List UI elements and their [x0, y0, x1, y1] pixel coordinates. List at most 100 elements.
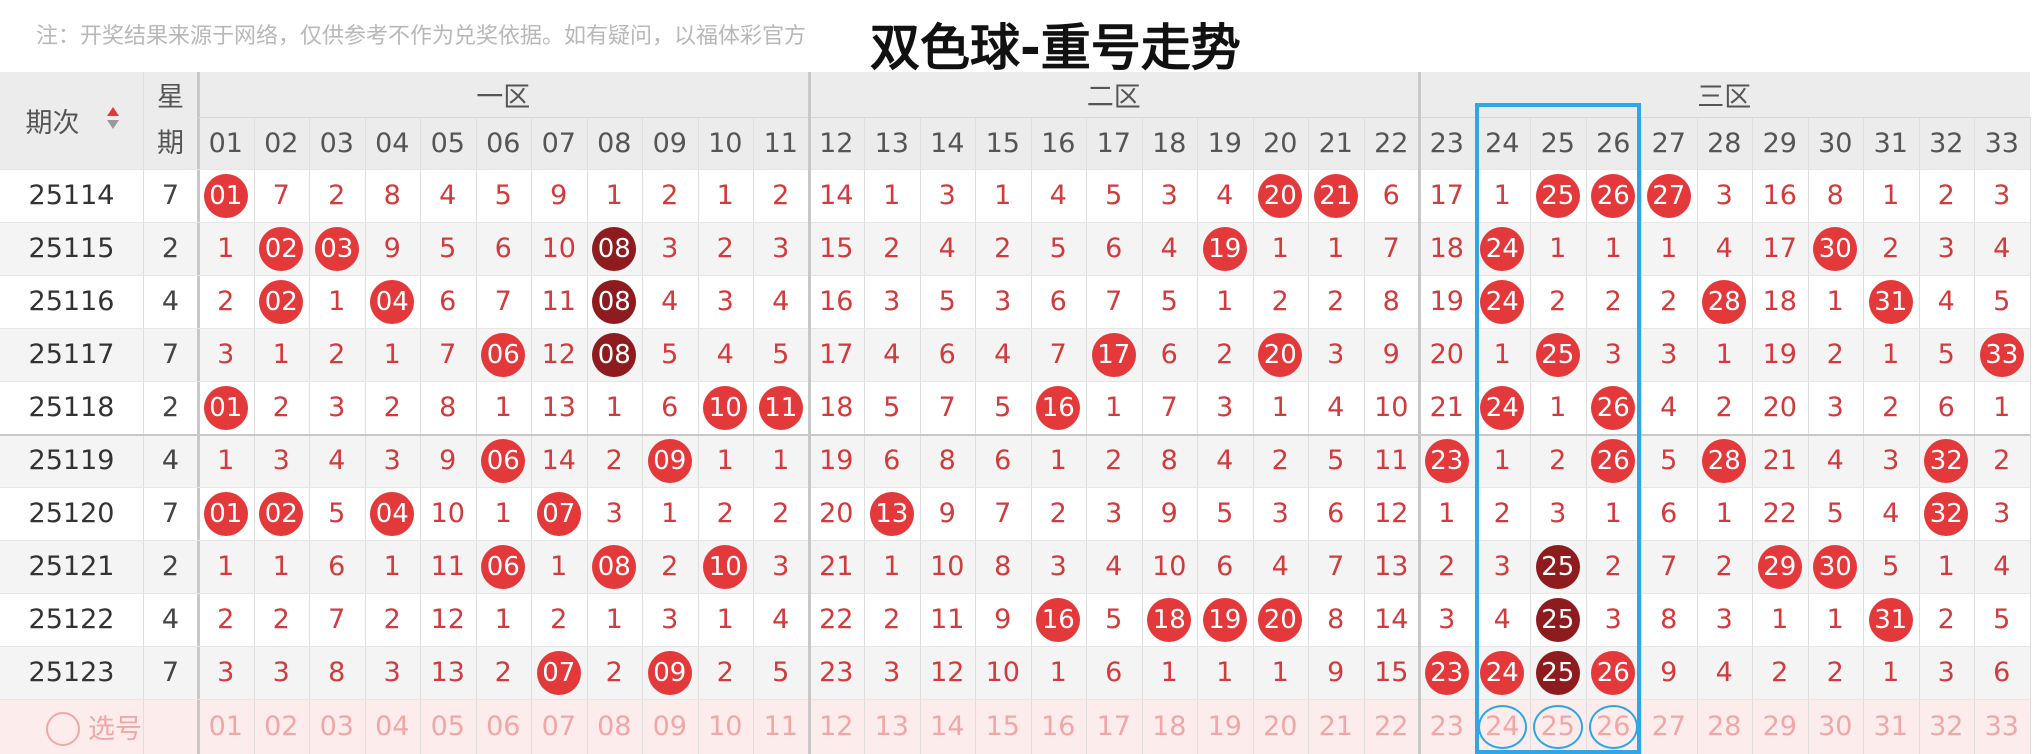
pick-number[interactable]: 22 — [1374, 711, 1409, 742]
pick-number[interactable]: 28 — [1707, 711, 1742, 742]
pick-number[interactable]: 16 — [1041, 711, 1076, 742]
hit-ball: 02 — [259, 491, 304, 536]
miss-count: 4 — [1327, 392, 1345, 423]
row-line — [0, 328, 2030, 329]
pick-number[interactable]: 12 — [819, 711, 854, 742]
miss-count: 13 — [541, 392, 576, 423]
pick-number[interactable]: 05 — [430, 711, 465, 742]
pick-number[interactable]: 27 — [1651, 711, 1686, 742]
number-header: 11 — [763, 127, 798, 159]
miss-count: 6 — [1160, 339, 1178, 370]
pick-number[interactable]: 09 — [652, 711, 687, 742]
miss-count: 3 — [938, 180, 956, 211]
pick-number[interactable]: 08 — [597, 711, 632, 742]
miss-count: 14 — [1374, 604, 1409, 635]
pick-number[interactable]: 03 — [319, 711, 354, 742]
pick-number[interactable]: 21 — [1318, 711, 1353, 742]
pick-number[interactable]: 33 — [1984, 711, 2019, 742]
miss-count: 3 — [217, 339, 235, 370]
miss-count: 6 — [1216, 551, 1234, 582]
miss-count: 9 — [439, 445, 457, 476]
miss-count: 5 — [494, 180, 512, 211]
miss-count: 1 — [772, 445, 790, 476]
weekday: 7 — [161, 180, 180, 211]
miss-count: 10 — [1152, 551, 1187, 582]
number-header: 08 — [597, 127, 632, 159]
pick-number[interactable]: 04 — [375, 711, 410, 742]
pick-number[interactable]: 20 — [1263, 711, 1298, 742]
number-header: 04 — [375, 127, 410, 159]
pick-number[interactable]: 07 — [541, 711, 576, 742]
weekday: 7 — [161, 498, 180, 529]
miss-count: 2 — [1771, 657, 1789, 688]
miss-count: 4 — [1882, 498, 1900, 529]
pick-number[interactable]: 06 — [486, 711, 521, 742]
miss-count: 1 — [1438, 498, 1456, 529]
miss-count: 2 — [605, 445, 623, 476]
row-line — [0, 540, 2030, 541]
miss-count: 4 — [1493, 604, 1511, 635]
miss-count: 2 — [1438, 551, 1456, 582]
miss-count: 14 — [541, 445, 576, 476]
hit-ball: 10 — [703, 385, 748, 430]
miss-count: 3 — [661, 604, 679, 635]
pick-ring — [1477, 705, 1527, 749]
number-header: 03 — [319, 127, 354, 159]
hit-ball: 32 — [1924, 438, 1969, 483]
row-line — [0, 487, 2030, 488]
miss-count: 9 — [1327, 657, 1345, 688]
pick-number[interactable]: 32 — [1929, 711, 1964, 742]
miss-count: 5 — [1660, 445, 1678, 476]
miss-count: 2 — [383, 604, 401, 635]
pick-number[interactable]: 17 — [1096, 711, 1131, 742]
pick-number[interactable]: 11 — [763, 711, 798, 742]
pick-number[interactable]: 29 — [1762, 711, 1797, 742]
miss-count: 10 — [930, 551, 965, 582]
pick-number[interactable]: 15 — [985, 711, 1020, 742]
number-header: 14 — [930, 127, 965, 159]
miss-count: 1 — [605, 180, 623, 211]
period: 25116 — [28, 286, 115, 317]
miss-count: 5 — [938, 286, 956, 317]
miss-count: 2 — [328, 339, 346, 370]
miss-count: 3 — [772, 233, 790, 264]
pick-number[interactable]: 10 — [708, 711, 743, 742]
miss-count: 7 — [1327, 551, 1345, 582]
miss-count: 7 — [1160, 392, 1178, 423]
miss-count: 1 — [1882, 657, 1900, 688]
miss-count: 2 — [494, 657, 512, 688]
miss-count: 12 — [430, 604, 465, 635]
pick-number[interactable]: 02 — [264, 711, 299, 742]
hit-ball: 23 — [1424, 438, 1469, 483]
hit-ball: 20 — [1258, 332, 1303, 377]
repeat-ball: 25 — [1535, 597, 1580, 642]
miss-count: 6 — [938, 339, 956, 370]
pick-label[interactable]: 选号 — [88, 714, 142, 745]
pick-number[interactable]: 23 — [1429, 711, 1464, 742]
pick-number[interactable]: 18 — [1152, 711, 1187, 742]
zone-label: 一区 — [476, 82, 531, 113]
miss-count: 5 — [1993, 604, 2011, 635]
miss-count: 3 — [1438, 604, 1456, 635]
row-stripe — [0, 646, 2030, 699]
pick-number[interactable]: 30 — [1818, 711, 1853, 742]
hit-ball: 19 — [1202, 597, 1247, 642]
pick-circle[interactable] — [46, 712, 80, 746]
pick-number[interactable]: 13 — [874, 711, 909, 742]
miss-count: 1 — [1937, 551, 1955, 582]
miss-count: 1 — [1216, 286, 1234, 317]
miss-count: 1 — [550, 551, 568, 582]
miss-count: 4 — [994, 339, 1012, 370]
pick-number[interactable]: 01 — [208, 711, 243, 742]
miss-count: 4 — [716, 339, 734, 370]
hit-ball: 30 — [1813, 226, 1858, 271]
miss-count: 2 — [605, 657, 623, 688]
miss-count: 15 — [819, 233, 854, 264]
miss-count: 1 — [1493, 339, 1511, 370]
pick-number[interactable]: 14 — [930, 711, 965, 742]
miss-count: 3 — [1826, 392, 1844, 423]
pick-number[interactable]: 31 — [1873, 711, 1908, 742]
pick-number[interactable]: 19 — [1207, 711, 1242, 742]
hit-ball: 23 — [1424, 650, 1469, 695]
miss-count: 11 — [430, 551, 465, 582]
